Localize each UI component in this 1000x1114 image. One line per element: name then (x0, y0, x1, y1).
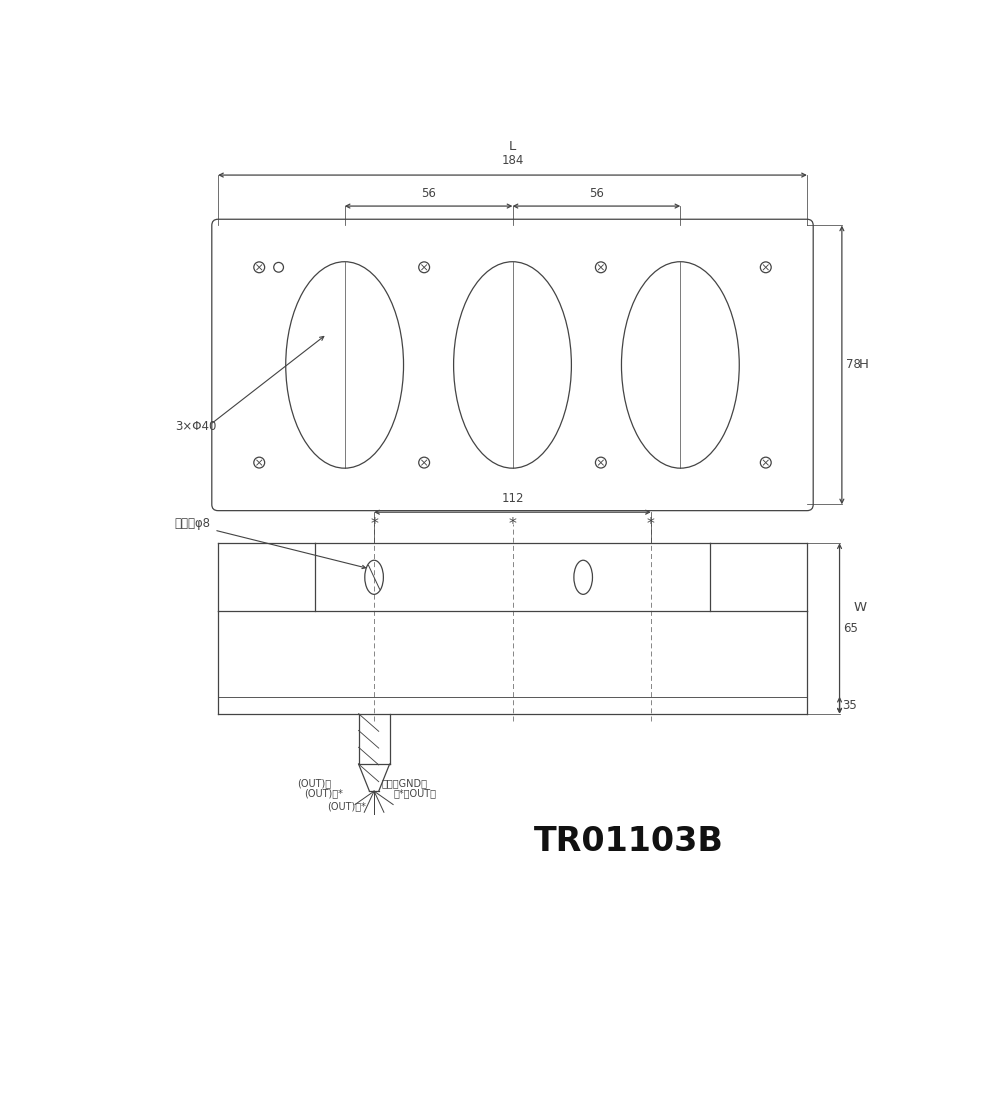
Text: 78: 78 (846, 359, 861, 371)
Text: L: L (509, 140, 516, 154)
Text: 112: 112 (501, 492, 524, 506)
Text: *: * (509, 517, 516, 531)
Text: *: * (370, 517, 378, 531)
Text: (OUT)黑: (OUT)黑 (297, 779, 331, 789)
Text: H: H (859, 359, 869, 371)
Text: 3×Φ40: 3×Φ40 (175, 420, 217, 433)
Text: 銀白（GND）: 銀白（GND） (382, 779, 428, 789)
Text: (OUT)绿*: (OUT)绿* (327, 801, 366, 811)
Text: (OUT)黄*: (OUT)黄* (304, 788, 343, 798)
Text: 红*（OUT）: 红*（OUT） (393, 788, 436, 798)
Text: *: * (647, 517, 655, 531)
Text: 安装孔φ8: 安装孔φ8 (174, 517, 210, 530)
Text: TR01103B: TR01103B (534, 825, 724, 858)
Text: 65: 65 (843, 622, 858, 635)
Text: 35: 35 (843, 698, 857, 712)
Text: 56: 56 (421, 187, 436, 199)
Text: W: W (854, 602, 867, 615)
FancyBboxPatch shape (212, 219, 813, 510)
Text: 56: 56 (589, 187, 604, 199)
Text: 184: 184 (501, 154, 524, 167)
